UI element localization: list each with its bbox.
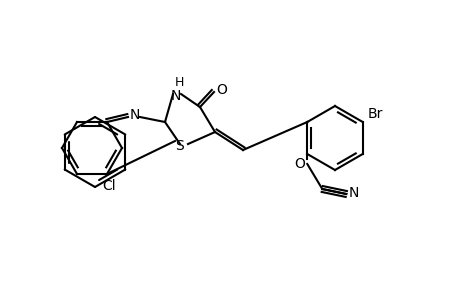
Text: O: O [293,157,304,171]
Text: Cl: Cl [102,179,116,193]
Text: Br: Br [367,107,382,121]
Text: S: S [175,139,184,153]
Text: O: O [216,83,227,97]
Text: N: N [348,186,358,200]
Text: H: H [174,76,183,89]
Text: N: N [129,108,140,122]
Text: N: N [170,89,181,103]
